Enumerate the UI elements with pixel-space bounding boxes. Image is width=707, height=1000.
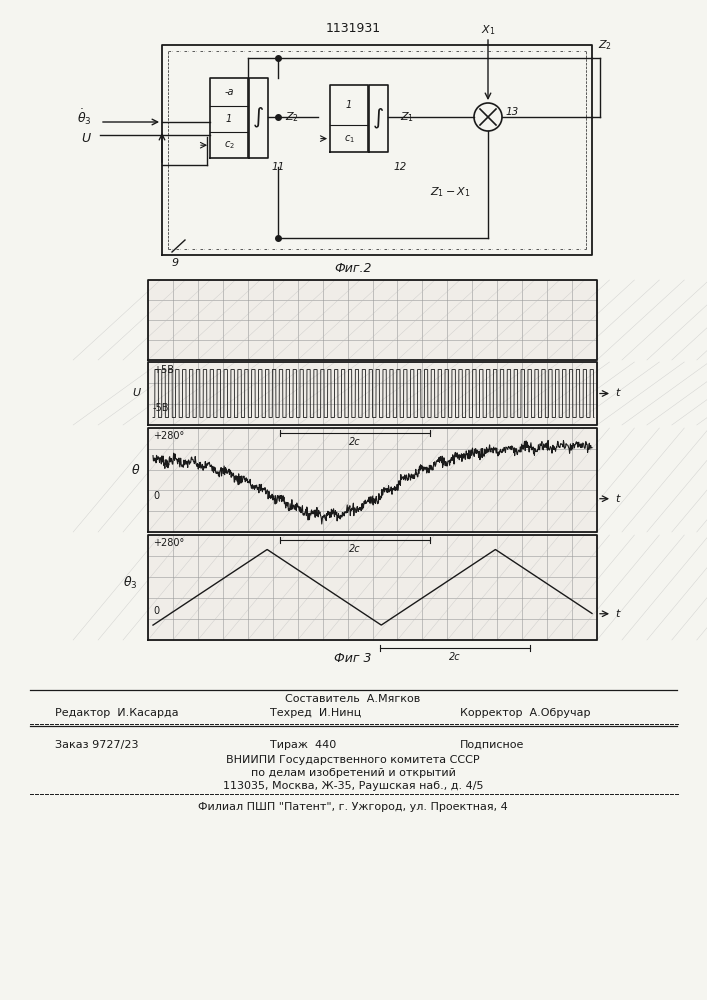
- Text: $Z_2$: $Z_2$: [285, 110, 299, 124]
- Text: $\int$: $\int$: [373, 106, 385, 131]
- Text: 12: 12: [393, 162, 407, 172]
- Text: 13: 13: [506, 107, 519, 117]
- Text: 1131931: 1131931: [325, 22, 380, 35]
- Text: Подписное: Подписное: [460, 740, 525, 750]
- Text: Фиг.2: Фиг.2: [334, 262, 372, 275]
- Text: $c_1$: $c_1$: [344, 133, 354, 144]
- Text: 1: 1: [226, 114, 232, 124]
- Text: ВНИИПИ Государственного комитета СССР: ВНИИПИ Государственного комитета СССР: [226, 755, 480, 765]
- Text: Заказ 9727/23: Заказ 9727/23: [55, 740, 139, 750]
- Text: Корректор  А.Обручар: Корректор А.Обручар: [460, 708, 590, 718]
- Text: U: U: [132, 388, 140, 398]
- Text: Составитель  А.Мягков: Составитель А.Мягков: [286, 694, 421, 704]
- Text: 1: 1: [346, 100, 352, 110]
- Text: +280°: +280°: [153, 431, 185, 441]
- Text: по делам изобретений и открытий: по делам изобретений и открытий: [250, 768, 455, 778]
- Text: Фиг 3: Фиг 3: [334, 652, 372, 665]
- Text: Техред  И.Нинц: Техред И.Нинц: [270, 708, 361, 718]
- Text: $Z_2$: $Z_2$: [598, 38, 612, 52]
- Text: $Z_1$: $Z_1$: [400, 110, 414, 124]
- Text: 11: 11: [272, 162, 285, 172]
- Text: $Z_1 - X_1$: $Z_1 - X_1$: [430, 185, 471, 199]
- Text: 113035, Москва, Ж-35, Раушская наб., д. 4/5: 113035, Москва, Ж-35, Раушская наб., д. …: [223, 781, 484, 791]
- Text: 0: 0: [153, 606, 159, 616]
- Text: $\int$: $\int$: [252, 106, 264, 130]
- Text: Филиал ПШП "Патент", г. Ужгород, ул. Проектная, 4: Филиал ПШП "Патент", г. Ужгород, ул. Про…: [198, 802, 508, 812]
- Text: 2c: 2c: [349, 544, 361, 554]
- Text: $X_1$: $X_1$: [481, 23, 495, 37]
- Text: $U$: $U$: [81, 131, 92, 144]
- Text: $c_2$: $c_2$: [223, 139, 235, 151]
- Text: Редактор  И.Касарда: Редактор И.Касарда: [55, 708, 179, 718]
- Text: 2c: 2c: [349, 437, 361, 447]
- Text: $\theta_3$: $\theta_3$: [124, 574, 138, 591]
- Text: -a: -a: [224, 87, 234, 97]
- Text: +280°: +280°: [153, 538, 185, 548]
- Text: t: t: [615, 388, 619, 398]
- Text: t: t: [615, 609, 619, 619]
- Text: -5B: -5B: [153, 403, 170, 413]
- Text: +5B: +5B: [153, 365, 174, 375]
- Text: 0: 0: [153, 491, 159, 501]
- Text: 2c: 2c: [449, 652, 461, 662]
- Text: 9: 9: [172, 258, 179, 268]
- Text: $\theta$: $\theta$: [131, 463, 140, 477]
- Text: $\dot{\theta}_3$: $\dot{\theta}_3$: [77, 107, 92, 127]
- Text: Тираж  440: Тираж 440: [270, 740, 337, 750]
- Text: t: t: [615, 494, 619, 504]
